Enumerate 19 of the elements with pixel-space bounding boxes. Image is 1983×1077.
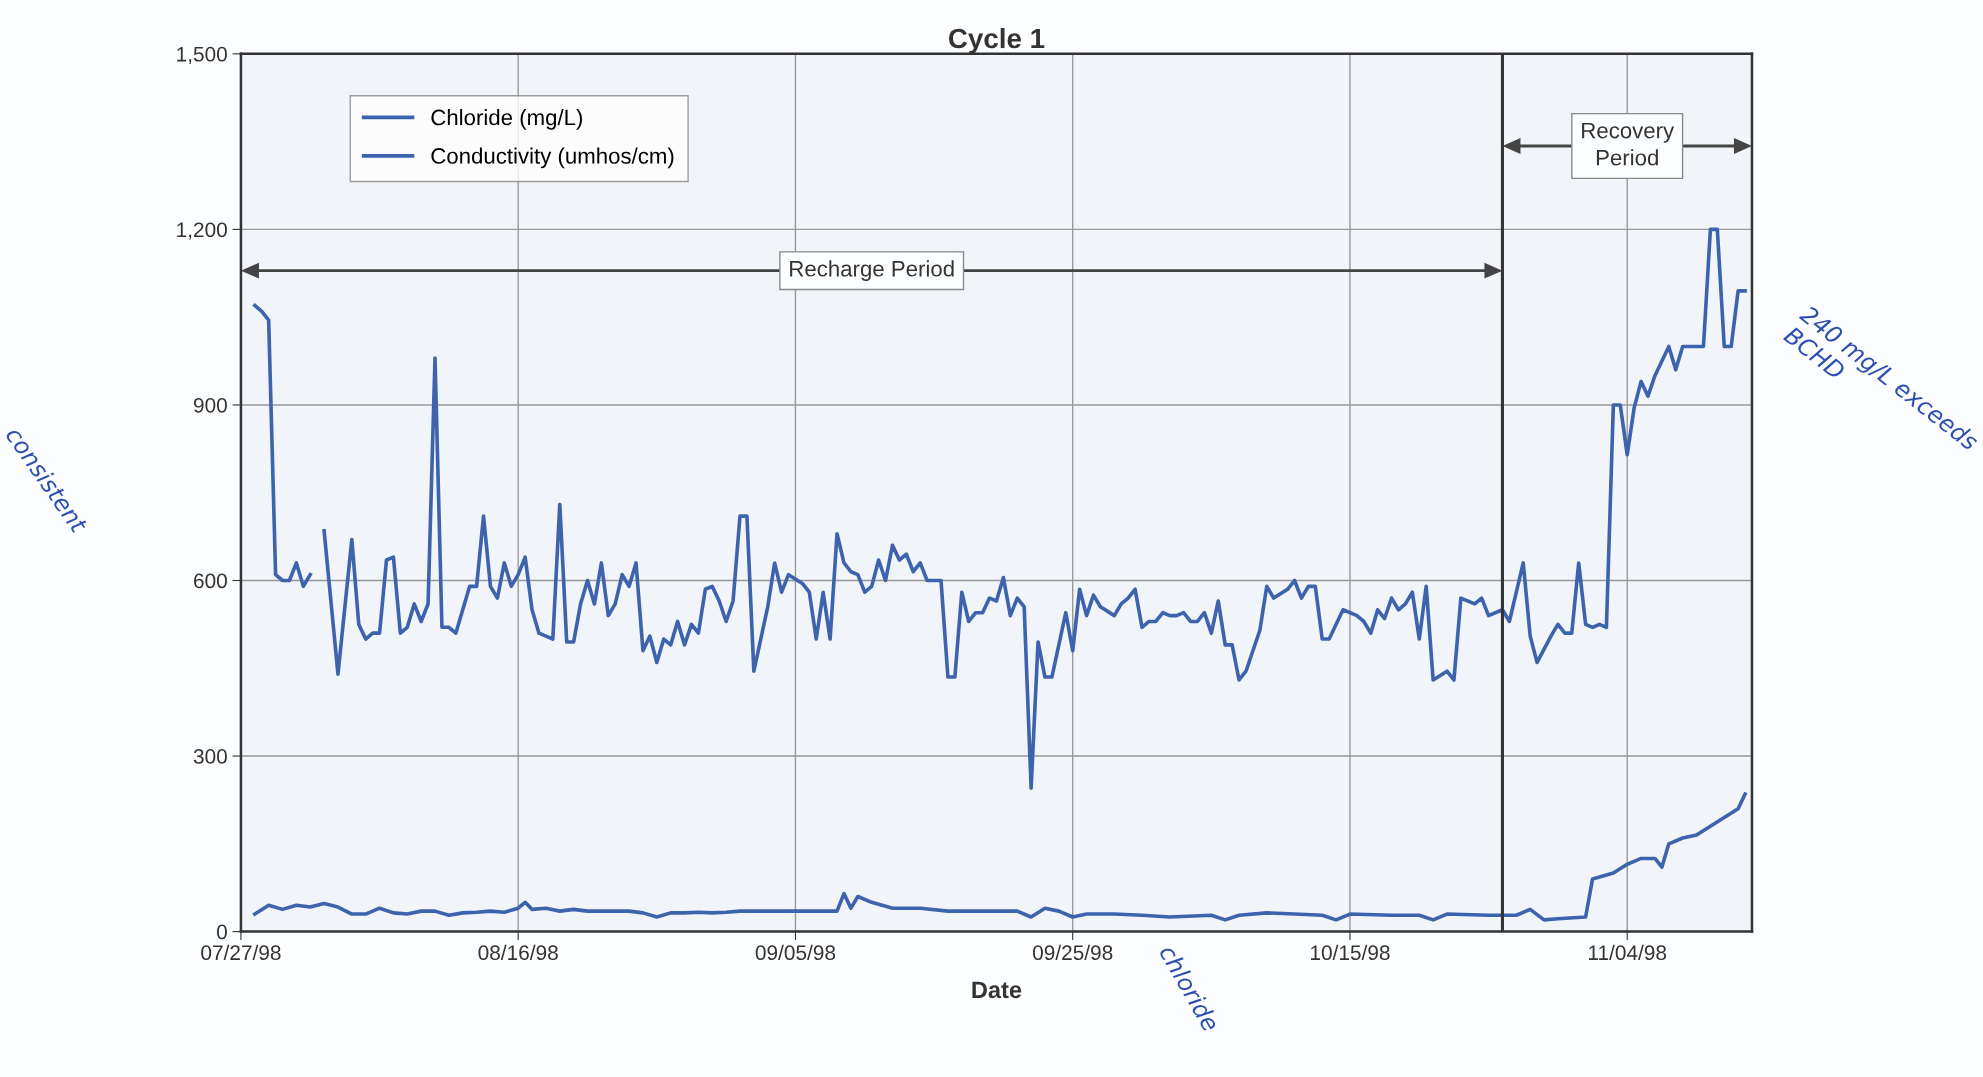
line-series xyxy=(252,792,1747,922)
x-axis-title: Date xyxy=(972,981,1022,999)
y-tick-label: 0 xyxy=(216,924,227,940)
band-label: Recovery Period xyxy=(1582,122,1675,166)
band-label: Recharge Period xyxy=(790,260,954,282)
y-tick-label: 1,200 xyxy=(177,222,227,240)
y-tick-label: 900 xyxy=(193,397,227,413)
legend-label: Conductivity (umhos/cm) xyxy=(431,147,674,169)
y-tick-label: 1,500 xyxy=(177,46,227,65)
x-tick-label: 07/27/98 xyxy=(201,944,281,961)
x-tick-label: 08/16/98 xyxy=(478,944,558,961)
x-tick-label: 11/04/98 xyxy=(1589,944,1667,961)
legend-label: Chloride (mg/L) xyxy=(431,109,583,130)
chart-title: Cycle 1 xyxy=(948,27,1045,54)
y-tick-label: 300 xyxy=(193,749,227,764)
x-tick-label: 09/05/98 xyxy=(755,944,836,961)
x-tick-label: 09/25/98 xyxy=(1032,944,1113,961)
y-tick-label: 600 xyxy=(194,573,227,589)
x-tick-label: 10/15/98 xyxy=(1311,944,1390,961)
